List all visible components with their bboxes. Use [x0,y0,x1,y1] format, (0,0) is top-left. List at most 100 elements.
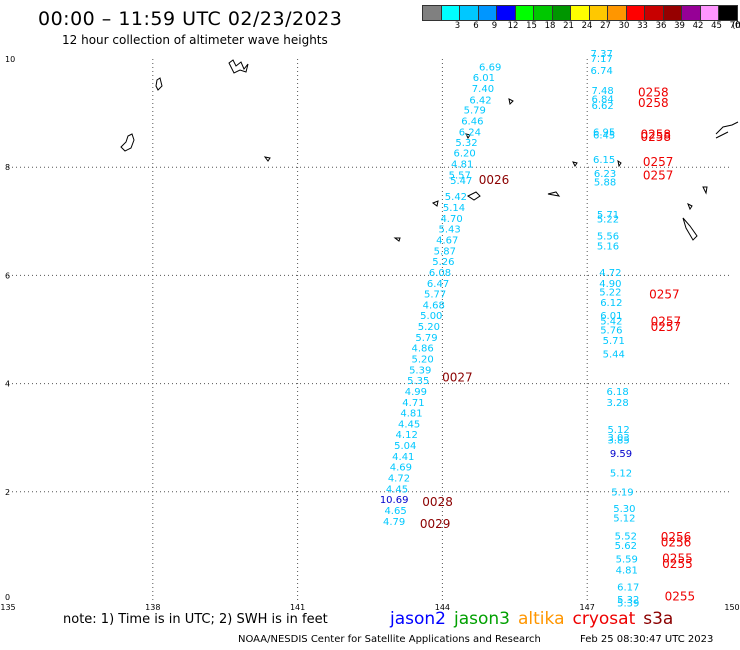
wave-height-label: 5.42 [600,317,622,328]
wave-height-label: 5.71 [603,336,625,347]
satellite-jason2: jason2 [390,609,446,629]
wave-height-label: 6.20 [453,148,475,159]
wave-height-label: 5.59 [616,555,638,566]
wave-height-label: 7.40 [472,84,494,95]
wave-height-label: 6.08 [429,268,451,279]
color-legend [422,5,738,21]
wave-height-label: 5.12 [610,469,632,480]
satellite-cryosat: cryosat [572,609,636,629]
wave-height-label: 4.69 [390,463,412,474]
legend-label: 30 [618,21,630,31]
lon-tick-label: 144 [435,603,450,612]
wave-height-label: 4.67 [436,235,458,246]
time-label: 0255 [662,552,693,566]
time-label: 0026 [479,173,510,187]
wave-height-label: 6.17 [617,582,639,593]
time-label: 0028 [422,495,453,509]
wave-height-label: 6.01 [473,73,495,84]
island-shape [682,217,698,241]
island-shape [393,237,401,242]
lon-tick-label: 138 [145,603,160,612]
island-shape [155,77,163,91]
legend-label: 39 [674,21,685,31]
wave-height-label: 6.42 [469,95,491,106]
wave-height-label: 6.18 [606,387,628,398]
wave-height-label: 7.17 [591,54,613,65]
wave-height-label: 6.12 [600,298,622,309]
satellite-s3a: s3a [643,609,674,629]
wave-height-label: 5.04 [394,441,416,452]
time-label: 0257 [651,315,682,329]
time-label: 0257 [651,320,682,334]
lat-tick-label: 2 [5,488,10,497]
wave-height-label: 6.24 [459,127,481,138]
legend-label: 27 [600,21,611,31]
wave-height-label: 4.45 [398,419,420,430]
wave-height-label: 6.95 [593,127,615,138]
wave-height-label: 5.87 [434,246,456,257]
wave-height-label: 6.84 [592,94,614,105]
wave-height-label: 6.62 [592,101,614,112]
island-shape [228,59,249,74]
time-label: 0257 [649,288,680,302]
island-shape [263,156,271,162]
lat-tick-label: 6 [5,271,10,280]
time-label: 0257 [643,169,674,183]
map-grid [8,59,732,600]
legend-label: 36 [655,21,667,31]
wave-height-label: 7.48 [592,86,614,97]
legend-label: 45 [711,21,722,31]
legend-unit: (ft) [732,21,740,31]
time-label: 0258 [638,85,669,99]
legend-label: 6 [473,21,479,31]
wave-height-label: 6.46 [461,116,483,127]
wave-height-label: 6.74 [591,66,613,77]
island-shape [687,202,693,211]
wave-height-label: 5.16 [597,241,619,252]
island-shape [715,121,739,139]
legend-label: 70 [729,21,740,31]
wave-height-label: 5.26 [432,257,454,268]
wave-height-label: 4.79 [383,517,405,528]
wave-height-label: 5.44 [603,350,625,361]
wave-height-label: 5.22 [599,287,621,298]
wave-height-label: 4.81 [616,565,638,576]
wave-height-label: 5.52 [615,531,637,542]
lon-tick-label: 147 [580,603,595,612]
satellite-altika: altika [518,609,565,629]
time-label: 0256 [661,530,692,544]
legend-label: 9 [491,21,498,31]
coastlines [120,59,739,242]
wave-height-label: 5.76 [600,325,622,336]
legend-swatch [718,5,738,21]
wave-height-label: 4.70 [440,214,462,225]
legend-label: 18 [544,21,556,31]
wave-height-label: 5.20 [418,322,440,333]
wave-height-label: 3.03 [607,433,629,444]
wave-height-label: 5.71 [597,210,619,221]
wave-height-label: 5.30 [613,504,635,515]
island-shape [508,98,514,106]
wave-height-label: 4.72 [599,268,621,279]
wave-height-label: 4.81 [400,409,422,420]
time-label: 0258 [640,130,671,144]
wave-height-label: 5.00 [420,311,442,322]
wave-height-label: 4.99 [405,387,427,398]
wave-height-label: 7.37 [591,49,613,60]
time-label: 0255 [665,590,696,604]
time-label: 0258 [638,96,669,110]
legend-label: 21 [563,21,574,31]
lat-tick-label: 0 [5,593,10,602]
wave-height-label: 5.35 [407,376,429,387]
lat-tick-label: 4 [5,380,10,389]
satellite-legend: jason2 jason3 altika cryosat s3a [390,609,681,629]
wave-height-label: 5.32 [617,595,639,606]
wave-height-label: 4.81 [451,160,473,171]
legend-label: 15 [526,21,537,31]
wave-height-label: 6.45 [593,131,615,142]
wave-height-label: 5.77 [424,290,446,301]
time-label: 0027 [442,370,473,384]
wave-height-label: 4.90 [599,279,621,290]
